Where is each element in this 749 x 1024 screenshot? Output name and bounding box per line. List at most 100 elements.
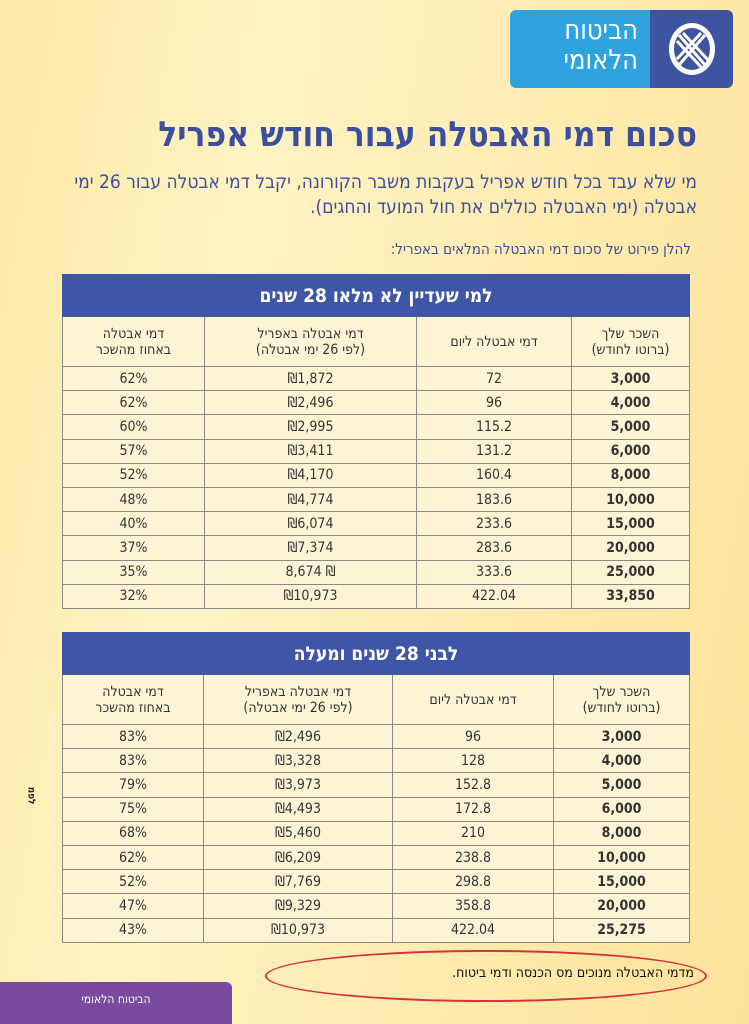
daily-cell: 96 (392, 723, 554, 750)
april-cell: ₪1,872 (204, 365, 417, 392)
salary-cell: 33,850 (571, 583, 690, 609)
salary-cell: 5,000 (553, 772, 690, 798)
col-april: דמי אבטלה באפריל (לפי 26 ימי אבטלה) (203, 674, 393, 725)
table-title: לבני 28 שנים ומעלה (62, 632, 690, 675)
salary-cell: 15,000 (571, 511, 690, 537)
daily-cell: 283.6 (416, 535, 572, 561)
percent-cell: 48% (62, 486, 205, 513)
salary-cell: 4,000 (571, 390, 690, 416)
april-cell: ₪10,973 (204, 583, 417, 609)
percent-cell: 68% (62, 820, 204, 846)
col-daily: דמי אבטלה ליום (416, 316, 572, 367)
april-cell: ₪7,769 (203, 869, 393, 895)
table-row: 8,000 210 ₪5,460 68% (62, 820, 690, 846)
table-row: 15,000 233.6 ₪6,074 40% (62, 511, 690, 537)
salary-cell: 15,000 (553, 869, 690, 895)
daily-cell: 298.8 (392, 869, 554, 895)
table-row: 3,000 96 ₪2,496 83% (62, 723, 690, 750)
logo-line-2: הלאומי (563, 45, 638, 76)
april-cell: ₪5,460 (203, 820, 393, 846)
percent-cell: 75% (62, 796, 204, 822)
side-label: לפמ (25, 786, 37, 805)
col-salary: השכר שלך (ברוטו לחודש) (571, 316, 690, 367)
table-row: 5,000 115.2 ₪2,995 60% (62, 414, 690, 440)
logo-emblem-icon (650, 10, 733, 88)
april-cell: ₪3,973 (203, 772, 393, 798)
daily-cell: 238.8 (392, 844, 554, 871)
april-cell: ₪2,995 (204, 414, 417, 440)
april-cell: ₪4,170 (204, 462, 417, 488)
table-row: 10,000 238.8 ₪6,209 62% (62, 844, 690, 871)
percent-cell: 40% (62, 511, 205, 537)
col-percent: דמי אבטלה באחוז מהשכר (62, 674, 204, 725)
col-daily: דמי אבטלה ליום (392, 674, 554, 725)
red-highlight-ellipse (265, 950, 707, 1002)
table-row: 20,000 283.6 ₪7,374 37% (62, 535, 690, 561)
percent-cell: 83% (62, 748, 204, 774)
table-row: 33,850 422.04 ₪10,973 32% (62, 583, 690, 609)
daily-cell: 183.6 (416, 486, 572, 513)
april-cell: ₪ 8,674 (204, 559, 417, 585)
percent-cell: 35% (62, 559, 205, 585)
table-row: 25,275 422.04 ₪10,973 43% (62, 917, 690, 943)
table-row: 4,000 96 ₪2,496 62% (62, 390, 690, 416)
daily-cell: 128 (392, 748, 554, 774)
table-row: 20,000 358.8 ₪9,329 47% (62, 893, 690, 919)
daily-cell: 96 (416, 390, 572, 416)
salary-cell: 6,000 (571, 438, 690, 464)
april-cell: ₪7,374 (204, 535, 417, 561)
subtitle: להלן פירוט של סכום דמי האבטלה המלאים באפ… (390, 240, 691, 258)
table-row: 25,000 333.6 ₪ 8,674 35% (62, 559, 690, 585)
daily-cell: 72 (416, 365, 572, 392)
percent-cell: 43% (62, 917, 204, 943)
daily-cell: 131.2 (416, 438, 572, 464)
daily-cell: 333.6 (416, 559, 572, 585)
daily-cell: 152.8 (392, 772, 554, 798)
salary-cell: 6,000 (553, 796, 690, 822)
table-row: 15,000 298.8 ₪7,769 52% (62, 869, 690, 895)
daily-cell: 422.04 (416, 583, 572, 609)
salary-cell: 5,000 (571, 414, 690, 440)
daily-cell: 358.8 (392, 893, 554, 919)
logo-text: הביטוח הלאומי (510, 10, 650, 88)
salary-cell: 10,000 (553, 844, 690, 871)
salary-cell: 20,000 (553, 893, 690, 919)
april-cell: ₪3,411 (204, 438, 417, 464)
april-cell: ₪4,493 (203, 796, 393, 822)
daily-cell: 422.04 (392, 917, 554, 943)
percent-cell: 52% (62, 869, 204, 895)
salary-cell: 10,000 (571, 486, 690, 513)
table-row: 6,000 172.8 ₪4,493 75% (62, 796, 690, 822)
percent-cell: 62% (62, 390, 205, 416)
intro-text: מי שלא עבד בכל חודש אפריל בעקבות משבר הק… (74, 171, 697, 218)
table-row: 4,000 128 ₪3,328 83% (62, 748, 690, 774)
table-row: 8,000 160.4 ₪4,170 52% (62, 462, 690, 488)
april-cell: ₪4,774 (204, 486, 417, 513)
table-row: 3,000 72 ₪1,872 62% (62, 365, 690, 392)
percent-cell: 47% (62, 893, 204, 919)
percent-cell: 83% (62, 723, 204, 750)
table-title: למי שעדיין לא מלאו 28 שנים (62, 274, 690, 317)
salary-cell: 25,000 (571, 559, 690, 585)
april-cell: ₪6,209 (203, 844, 393, 871)
table-28-and-over: לבני 28 שנים ומעלה השכר שלך (ברוטו לחודש… (62, 632, 690, 943)
april-cell: ₪10,973 (203, 917, 393, 943)
tax-note: מדמי האבטלה מנוכים מס הכנסה ודמי ביטוח. (452, 965, 694, 981)
percent-cell: 57% (62, 438, 205, 464)
april-cell: ₪2,496 (204, 390, 417, 416)
april-cell: ₪9,329 (203, 893, 393, 919)
daily-cell: 160.4 (416, 462, 572, 488)
salary-cell: 3,000 (571, 365, 690, 392)
april-cell: ₪6,074 (204, 511, 417, 537)
salary-cell: 8,000 (553, 820, 690, 846)
page-title: סכום דמי האבטלה עבור חודש אפריל (158, 115, 697, 155)
percent-cell: 60% (62, 414, 205, 440)
percent-cell: 32% (62, 583, 205, 609)
daily-cell: 115.2 (416, 414, 572, 440)
footer-tab[interactable]: הביטוח הלאומי (0, 982, 232, 1024)
salary-cell: 3,000 (553, 723, 690, 750)
table-row: 10,000 183.6 ₪4,774 48% (62, 486, 690, 513)
daily-cell: 233.6 (416, 511, 572, 537)
salary-cell: 4,000 (553, 748, 690, 774)
daily-cell: 210 (392, 820, 554, 846)
